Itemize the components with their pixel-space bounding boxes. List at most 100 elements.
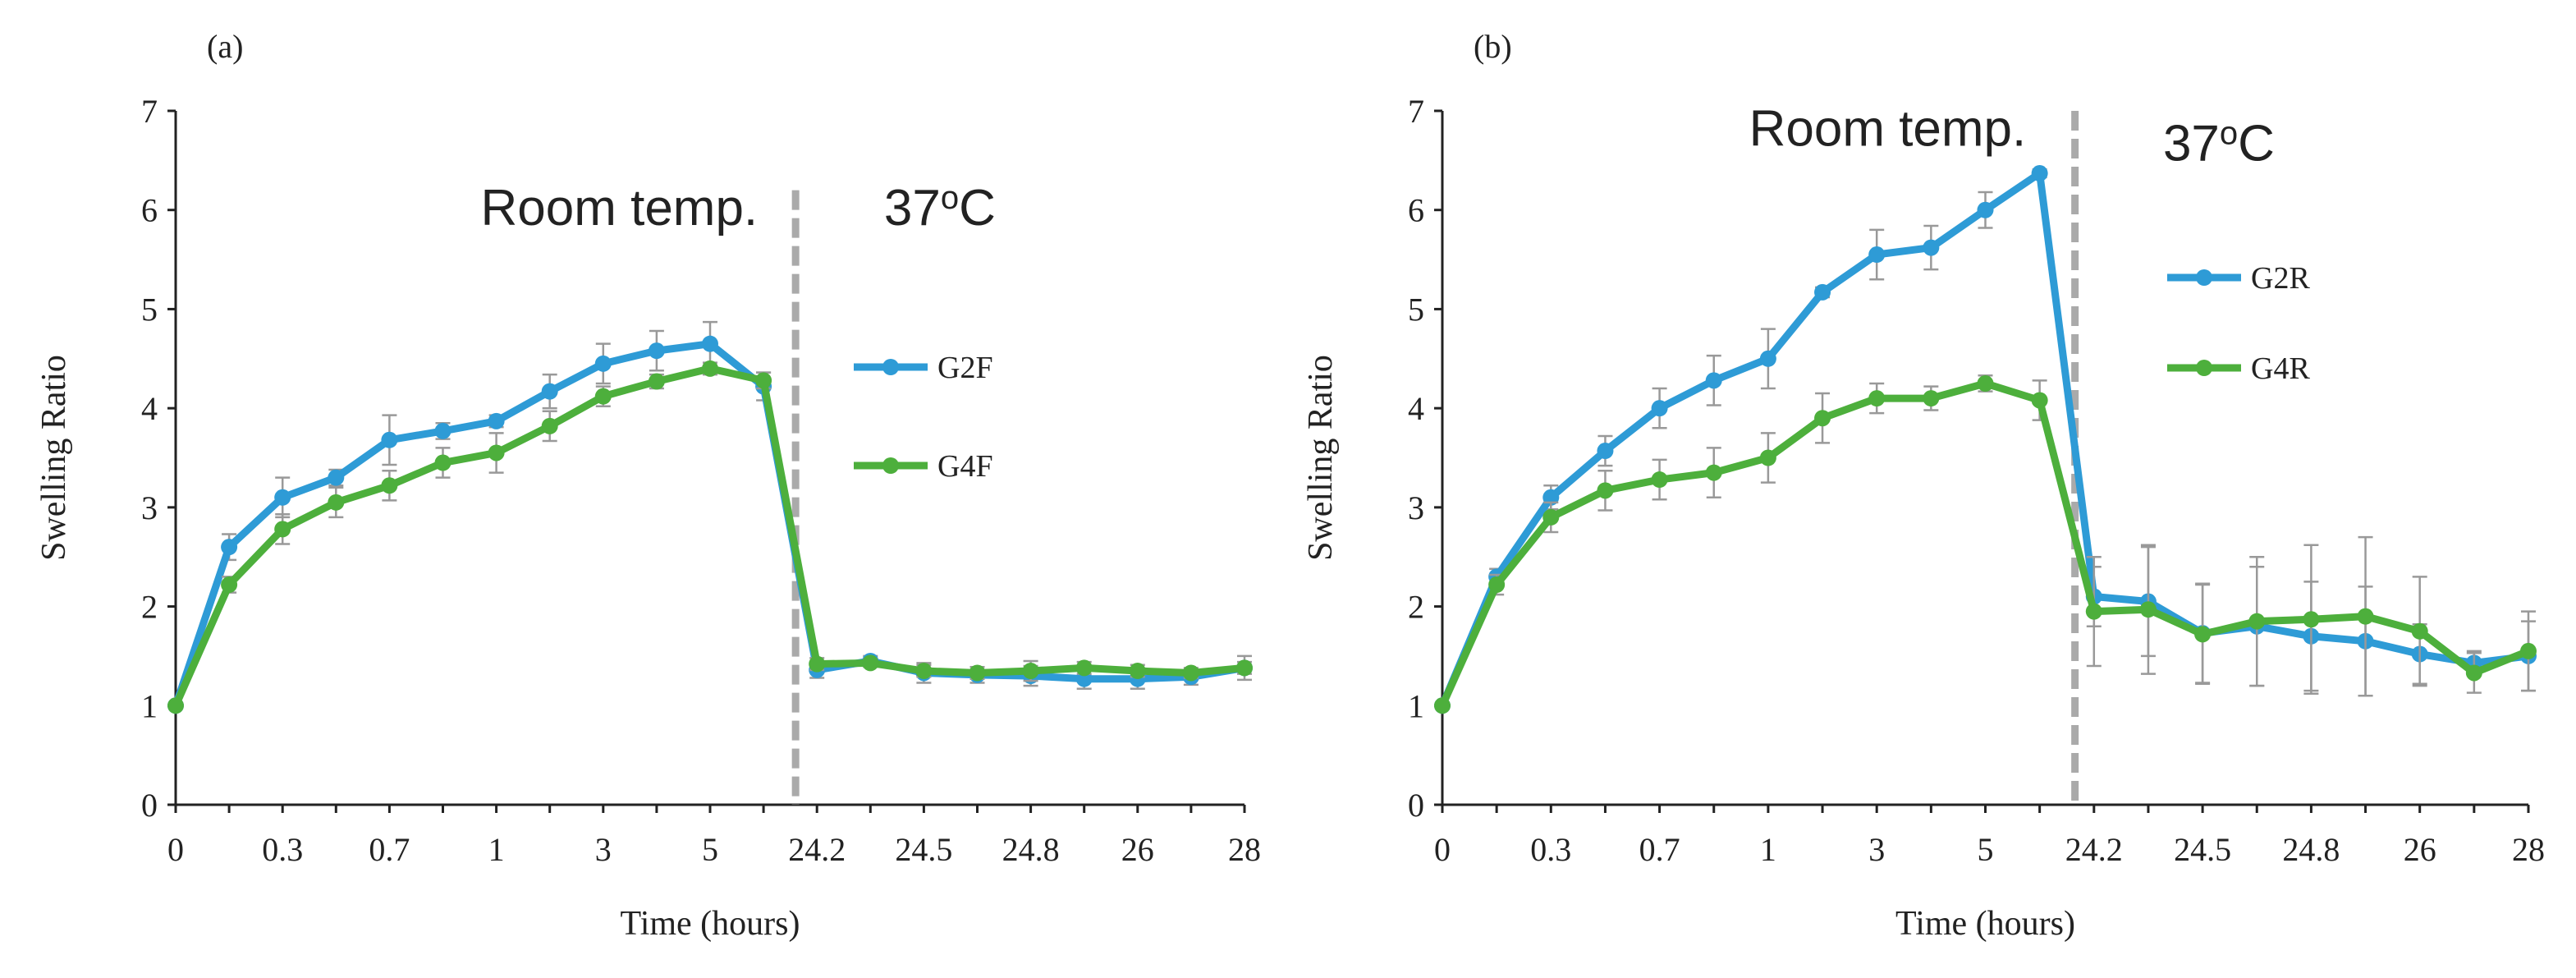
legend-marker (882, 359, 899, 375)
data-point (1705, 464, 1722, 481)
legend-marker (882, 457, 899, 474)
data-point (809, 655, 826, 673)
data-point (541, 417, 558, 434)
data-point (1977, 374, 1994, 392)
x-tick-label: 26 (2404, 831, 2436, 868)
panel-a: (a) 0 1 2 3 4 5 6 7 0 0.3 0.7 1 3 5 24.2 24.5 24.8 26 28 Tim… (35, 28, 1261, 943)
x-tick-label: 1 (488, 831, 505, 868)
data-point (1923, 390, 1940, 407)
x-tick-label: 24.2 (2065, 831, 2123, 868)
data-point (1182, 664, 1199, 682)
data-point (1814, 410, 1831, 427)
series-G4F (167, 360, 1253, 714)
data-point (381, 477, 398, 494)
data-point (702, 335, 718, 352)
x-tick-label: 24.2 (788, 831, 846, 868)
data-point (328, 494, 345, 511)
data-point (1434, 697, 1451, 714)
data-point (2248, 613, 2266, 630)
y-tick-label: 1 (1408, 687, 1424, 724)
data-point (221, 576, 238, 594)
annotation-room-temp: Room temp. (1749, 100, 2027, 157)
data-point (862, 654, 879, 672)
y-tick-label: 5 (1408, 291, 1424, 328)
data-point (2357, 608, 2374, 625)
y-tick-label: 1 (141, 687, 158, 724)
data-point (2139, 601, 2157, 618)
y-tick-label: 2 (1408, 589, 1424, 626)
data-point (1597, 443, 1614, 460)
data-point (328, 469, 345, 486)
y-tick-label: 3 (1408, 489, 1424, 526)
x-axis-title: Time (hours) (1895, 905, 2075, 943)
data-point (702, 360, 718, 377)
data-point (2520, 642, 2537, 659)
legend-label: G4F (937, 449, 993, 484)
y-tick-label: 2 (141, 589, 158, 626)
data-point (221, 539, 238, 556)
data-point (1868, 246, 1886, 264)
y-tick-label: 7 (1408, 93, 1424, 130)
x-tick-label: 3 (595, 831, 612, 868)
x-tick-label: 24.5 (895, 831, 952, 868)
legend-label: G2R (2251, 261, 2310, 296)
x-tick-label: 28 (2512, 831, 2545, 868)
x-tick-label: 3 (1868, 831, 1885, 868)
data-point (381, 431, 398, 448)
y-axis-title: Swelling Ratio (35, 355, 73, 561)
y-tick-label: 4 (141, 390, 158, 427)
y-tick-label: 6 (141, 192, 158, 229)
x-tick-label: 26 (1121, 831, 1154, 868)
data-point (2303, 611, 2320, 628)
data-point (1705, 372, 1722, 389)
panel-b: (b) 0 1 2 3 4 5 6 7 0 0.3 0.7 1 3 5 24.2 24.5 24.8 26 28 Tim… (1302, 28, 2545, 943)
x-axis-title: Time (hours) (621, 905, 800, 943)
x-tick-label: 5 (1978, 831, 1994, 868)
data-point (1075, 659, 1093, 677)
data-point (915, 663, 933, 680)
x-tick-label: 28 (1228, 831, 1261, 868)
data-point (648, 373, 665, 390)
data-point (755, 372, 772, 389)
y-tick-label: 0 (141, 787, 158, 824)
legend-marker (2196, 360, 2212, 376)
annotation-text-part: C (959, 180, 996, 236)
data-point (1542, 508, 1560, 526)
data-point (1868, 390, 1886, 407)
data-point (2031, 165, 2048, 182)
data-point (2085, 603, 2102, 620)
data-point (969, 664, 986, 682)
annotation-text-part: 37 (884, 180, 941, 236)
data-point (274, 489, 291, 506)
panel-label: (a) (207, 28, 243, 65)
x-tick-label: 24.5 (2174, 831, 2231, 868)
y-tick-label: 3 (141, 489, 158, 526)
x-tick-label: 0.3 (262, 831, 303, 868)
annotation-text-part: o (2220, 115, 2238, 151)
legend-marker (2196, 269, 2212, 286)
data-point (1814, 283, 1831, 301)
data-point (1923, 239, 1940, 256)
panel-label: (b) (1474, 28, 1512, 65)
data-point (2411, 622, 2428, 640)
data-point (1022, 663, 1039, 680)
data-point (1759, 449, 1776, 466)
data-point (2031, 392, 2048, 409)
legend-label: G2F (937, 351, 993, 385)
annotation-text-part: o (941, 180, 959, 216)
x-tick-label: 1 (1760, 831, 1776, 868)
data-point (1977, 201, 1994, 218)
series-G4R (1434, 374, 2537, 714)
data-point (167, 697, 184, 714)
data-point (594, 355, 612, 372)
data-point (434, 422, 451, 439)
x-tick-label: 0.3 (1530, 831, 1571, 868)
legend-label: G4R (2251, 351, 2310, 386)
y-tick-label: 6 (1408, 192, 1424, 229)
x-tick-label: 0.7 (369, 831, 410, 868)
x-tick-label: 24.8 (1002, 831, 1060, 868)
data-point (1236, 659, 1253, 677)
x-tick-label: 5 (702, 831, 718, 868)
annotation-37c: 37oC (2163, 115, 2275, 172)
